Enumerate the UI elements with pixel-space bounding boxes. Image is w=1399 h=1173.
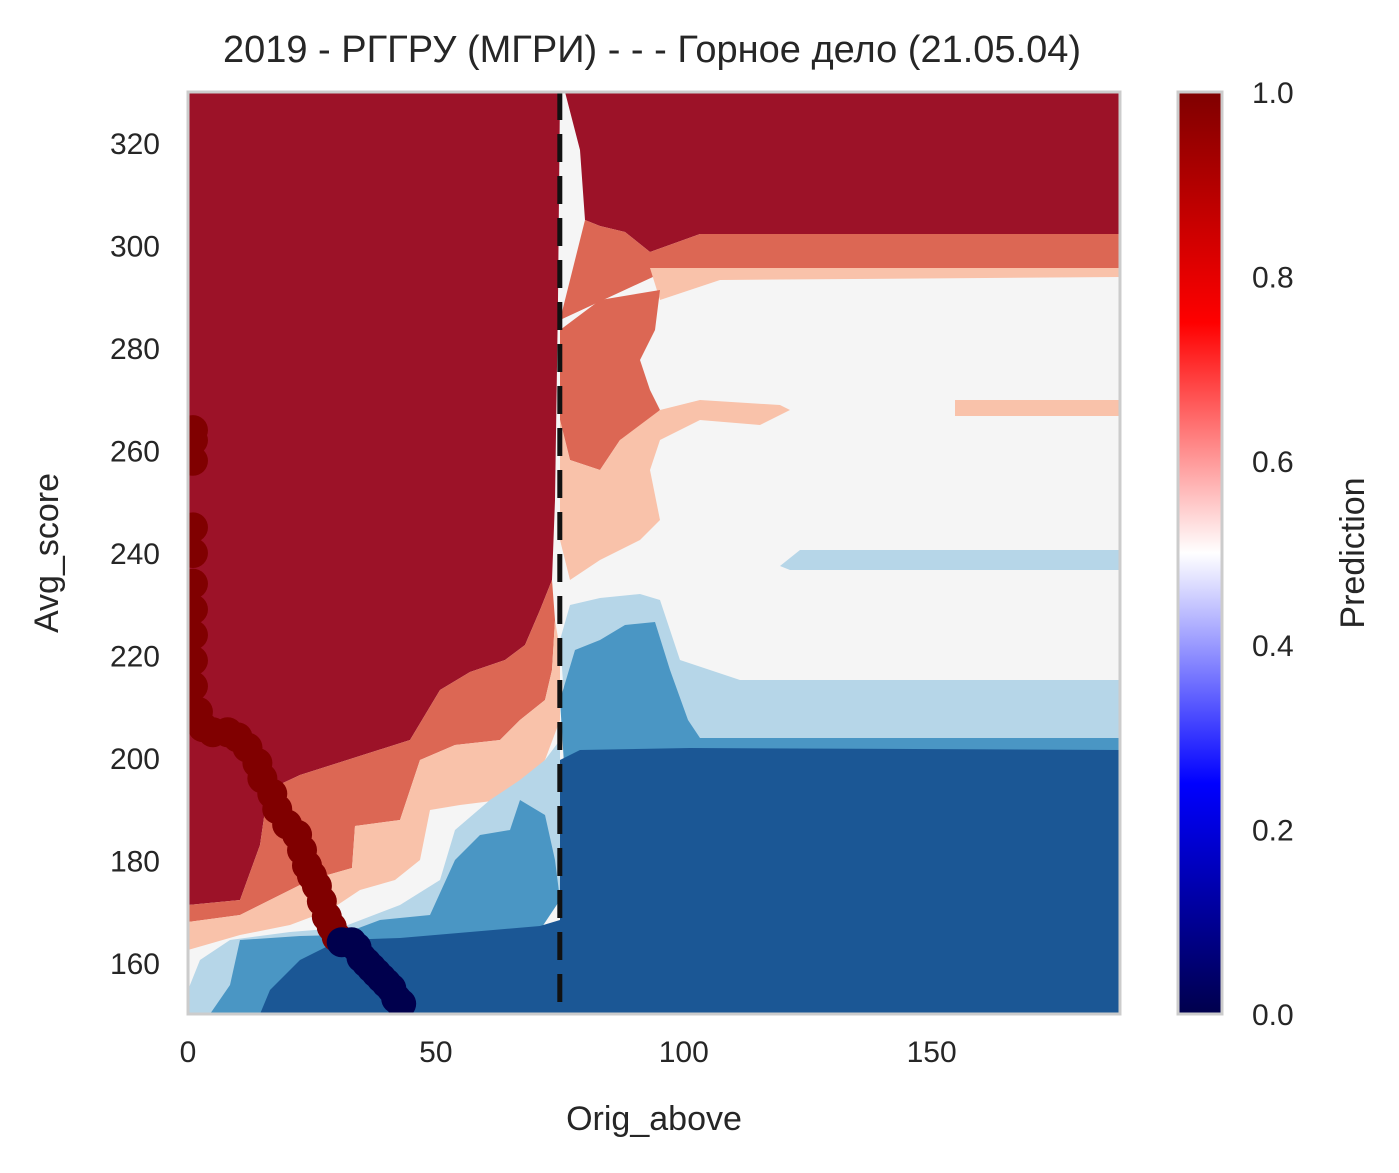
- y-tick-label: 320: [110, 128, 160, 161]
- y-axis-label: Avg_score: [28, 473, 66, 633]
- data-point: [188, 645, 208, 676]
- y-axis-ticks: 160 180 200 220 240 260 280 300 320: [110, 128, 160, 981]
- contour-peach-upper-right: [650, 268, 1120, 300]
- x-axis-label: Orig_above: [566, 1100, 742, 1138]
- contour-red-upper-right: [560, 92, 1120, 252]
- contour-lightblue-stripe: [780, 550, 1120, 570]
- colorbar-tick-label: 0.0: [1252, 999, 1294, 1032]
- contour-lightblue-right: [560, 594, 1120, 780]
- colorbar-tick-label: 1.0: [1252, 77, 1294, 110]
- data-point: [188, 619, 208, 650]
- colorbar: [1176, 90, 1224, 1016]
- contour-peach-right-stripe: [955, 400, 1120, 416]
- colorbar-tick-label: 0.2: [1252, 815, 1294, 848]
- contour-peach-mid: [560, 400, 790, 580]
- contour-orange-mid: [560, 290, 660, 470]
- data-point: [188, 445, 208, 476]
- contour-map: [188, 92, 1120, 1014]
- colorbar-ticks: 0.0 0.2 0.4 0.6 0.8 1.0: [1252, 77, 1294, 1032]
- y-tick-label: 220: [110, 640, 160, 673]
- contour-red-left: [188, 92, 560, 905]
- y-tick-label: 260: [110, 436, 160, 469]
- contour-darkblue-right: [560, 748, 1120, 1014]
- y-tick-label: 180: [110, 845, 160, 878]
- colorbar-tick-label: 0.8: [1252, 261, 1294, 294]
- x-tick-label: 150: [907, 1036, 957, 1069]
- x-axis-ticks: 0 50 100 150: [180, 1036, 957, 1069]
- colorbar-tick-label: 0.4: [1252, 630, 1294, 663]
- data-point: [188, 538, 208, 568]
- data-points: [188, 415, 417, 1014]
- colorbar-tick-label: 0.6: [1252, 446, 1294, 479]
- x-tick-label: 50: [419, 1036, 452, 1069]
- data-point: [188, 671, 208, 702]
- data-point: [386, 988, 417, 1014]
- chart-title: 2019 - РГГРУ (МГРИ) - - - Горное дело (2…: [223, 29, 1081, 71]
- contour-midblue-left: [210, 800, 560, 1014]
- contour-orange-upper-right: [560, 220, 1120, 320]
- y-tick-label: 200: [110, 743, 160, 776]
- y-tick-label: 300: [110, 231, 160, 264]
- data-point: [188, 512, 208, 543]
- contour-midblue-right: [560, 622, 1120, 780]
- contour-peach-left: [188, 620, 560, 950]
- x-tick-label: 100: [659, 1036, 709, 1069]
- x-tick-label: 0: [180, 1036, 197, 1069]
- data-point: [188, 594, 208, 625]
- y-tick-label: 280: [110, 333, 160, 366]
- data-point: [188, 568, 208, 599]
- plot-frame: [186, 90, 1122, 1016]
- y-tick-label: 160: [110, 948, 160, 981]
- colorbar-label: Prediction: [1334, 477, 1372, 628]
- y-tick-label: 240: [110, 538, 160, 571]
